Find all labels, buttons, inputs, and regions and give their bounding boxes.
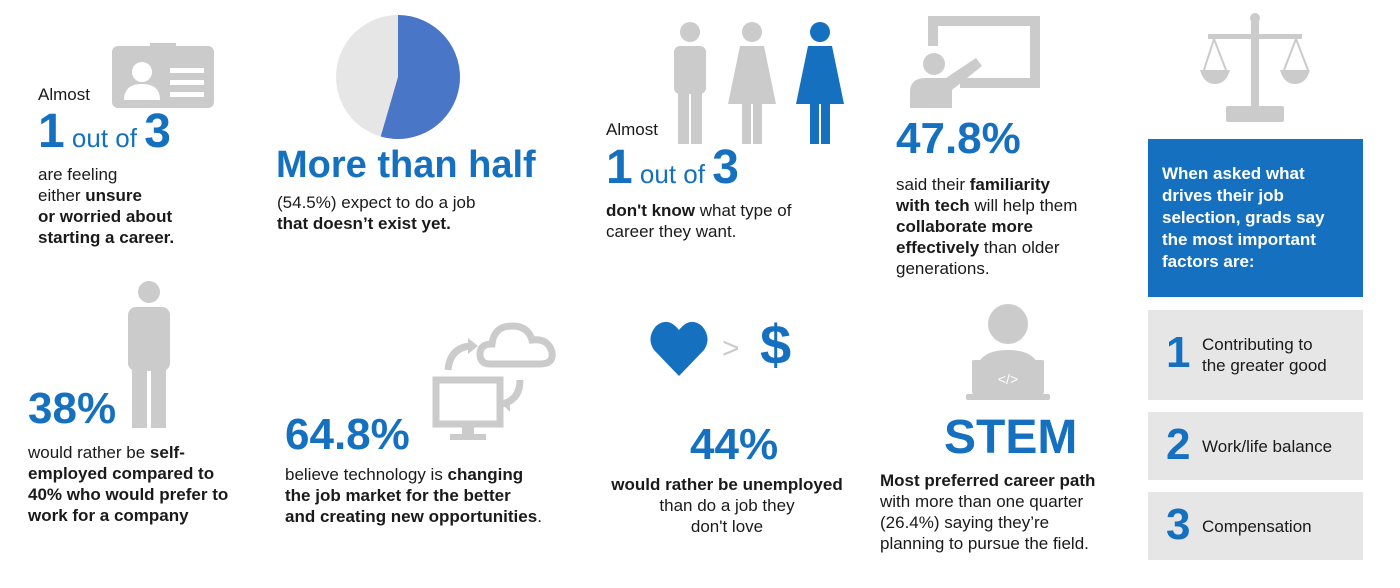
line: the job market for the better — [285, 486, 511, 505]
pie-slice — [380, 15, 460, 139]
line: and creating new opportunities. — [285, 507, 542, 526]
panel-text: When asked what drives their job selecti… — [1162, 164, 1325, 271]
factor-item: 3 Compensation — [1148, 492, 1363, 560]
line: with more than one quarter — [880, 492, 1084, 511]
factor-item: 2 Work/life balance — [1148, 412, 1363, 480]
almost-label: Almost — [38, 85, 90, 104]
line: would rather be unemployed — [611, 475, 843, 494]
stat-description: would rather be self- employed compared … — [28, 442, 228, 526]
line: than do a job they — [659, 496, 795, 515]
svg-text:</>: </> — [998, 371, 1018, 387]
factor-rank: 1 — [1166, 328, 1191, 377]
line: don't know what type of — [606, 201, 792, 220]
line: that doesn’t exist yet. — [277, 214, 451, 233]
dollar-sign: $ — [760, 313, 792, 376]
line: Most preferred career path — [880, 471, 1096, 490]
line: would rather be self- — [28, 443, 185, 462]
laptop-user-icon: </> — [966, 302, 1050, 402]
factor-rank: 2 — [1166, 420, 1191, 469]
people-icon — [664, 20, 850, 144]
factor-rank: 3 — [1166, 500, 1191, 549]
factor-label: Work/life balance — [1202, 437, 1333, 456]
stat-description: are feeling either unsure or worried abo… — [38, 164, 174, 248]
line: or worried about — [38, 207, 173, 226]
line: don't love — [690, 517, 764, 536]
line: either unsure — [38, 186, 142, 205]
line: effectively than older — [896, 238, 1060, 257]
stat-description: don't know what type of career they want… — [606, 200, 791, 242]
factor-item: 1 Contributing to the greater good — [1148, 310, 1363, 400]
pie-icon — [336, 15, 460, 139]
line: said their familiarity — [896, 175, 1051, 194]
line: career they want. — [606, 222, 737, 241]
presenter-icon — [906, 16, 1040, 108]
stat-description: said their familiarity with tech will he… — [896, 174, 1077, 279]
cloud-sync-icon — [428, 318, 562, 448]
headline: More than half — [276, 144, 536, 186]
scales-icon — [1200, 12, 1310, 124]
line: planning to pursue the field. — [880, 534, 1089, 553]
stat-number: 1 — [38, 105, 65, 158]
greater-than-sign: > — [722, 332, 740, 365]
line: starting a career. — [38, 228, 175, 247]
stat-description: would rather be unemployed than do a job… — [596, 474, 858, 537]
stat-value: 44% — [690, 420, 779, 469]
stat-description: believe technology is changing the job m… — [285, 464, 542, 527]
line: work for a company — [28, 506, 189, 525]
stat-description: (54.5%) expect to do a job that doesn’t … — [277, 192, 475, 234]
stat-description: Most preferred career path with more tha… — [880, 470, 1095, 554]
factor-label: Compensation — [1202, 517, 1312, 536]
line: believe technology is changing — [285, 465, 524, 484]
line: 40% who would prefer to — [28, 485, 229, 504]
line: employed compared to — [28, 464, 215, 483]
line: are feeling — [38, 165, 118, 184]
stat-value: 64.8% — [285, 410, 410, 459]
stat-number: 3 — [144, 105, 171, 158]
almost-label: Almost — [606, 120, 658, 139]
id-badge-icon — [112, 40, 214, 108]
out-of-label: out of — [64, 123, 145, 153]
person-icon — [124, 280, 174, 428]
stat-number: 1 — [606, 141, 633, 194]
one-out-of-three: 1 out of 3 — [606, 140, 739, 195]
line: (26.4%) saying they’re — [880, 513, 1050, 532]
line: with tech will help them — [896, 196, 1078, 215]
factor-label: Contributing to the greater good — [1202, 335, 1327, 375]
stat-value: 47.8% — [896, 114, 1021, 163]
stat-number: 3 — [712, 141, 739, 194]
line: (54.5%) expect to do a job — [277, 193, 476, 212]
factors-panel: When asked what drives their job selecti… — [1148, 139, 1363, 297]
heart-icon — [650, 318, 708, 378]
line: generations. — [896, 259, 990, 278]
line: collaborate more — [896, 217, 1033, 236]
stat-value: STEM — [944, 411, 1078, 464]
out-of-label: out of — [632, 159, 713, 189]
stat-value: 38% — [28, 384, 117, 433]
one-out-of-three: 1 out of 3 — [38, 104, 171, 159]
